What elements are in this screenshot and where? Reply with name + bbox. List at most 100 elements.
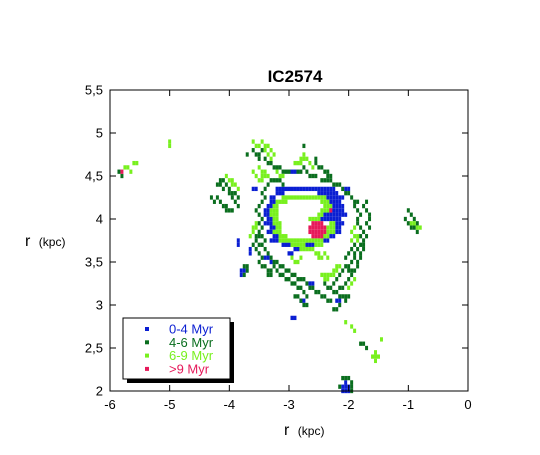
data-point-2-152 [350,238,354,243]
data-point-0-101 [296,246,300,252]
data-point-1-144 [254,238,258,243]
data-point-0-72 [329,216,333,222]
data-point-1-221 [347,375,351,381]
data-point-1-146 [254,234,258,239]
data-point-2-109 [266,143,270,149]
data-point-3-20 [120,169,124,174]
data-point-2-142 [311,165,315,170]
data-point-3-8 [320,225,324,230]
data-point-2-37 [320,212,324,217]
data-point-2-175 [168,143,172,149]
data-point-2-132 [230,182,234,187]
data-point-2-78 [314,238,318,243]
data-point-2-122 [278,173,282,179]
data-point-2-22 [272,203,276,209]
data-point-0-110 [266,255,270,260]
data-point-0-22 [281,191,285,196]
data-point-0-36 [338,195,342,200]
data-point-1-5 [257,156,261,161]
data-point-3-21 [329,208,333,213]
data-point-1-84 [290,281,294,286]
data-point-2-46 [278,221,282,226]
data-point-1-209 [293,294,297,299]
data-point-0-23 [317,191,321,196]
data-point-3-11 [311,229,315,235]
data-point-0-107 [323,238,327,243]
data-point-1-159 [233,199,237,204]
data-point-0-11 [308,186,312,192]
data-point-1-75 [323,294,327,299]
data-point-1-19 [308,173,312,179]
data-point-1-139 [269,268,273,273]
data-point-1-93 [341,285,345,290]
data-point-1-189 [245,264,249,269]
data-point-1-127 [353,251,357,256]
x-axis-label-symbol: r [284,422,290,439]
data-point-2-133 [236,186,240,192]
data-point-3-6 [314,225,318,230]
data-point-0-6 [293,186,297,192]
data-point-1-98 [356,264,360,269]
data-point-2-73 [299,238,303,243]
data-point-2-41 [311,216,315,222]
data-point-1-219 [341,375,345,381]
data-point-1-53 [263,238,267,243]
data-point-1-184 [368,216,372,222]
data-point-1-58 [272,259,276,265]
data-point-1-207 [335,307,339,312]
data-point-2-8 [305,195,309,200]
data-point-1-203 [344,294,348,299]
y-tick-label-6: 5 [96,126,103,141]
data-point-2-12 [317,195,321,200]
data-point-0-5 [290,186,294,192]
data-point-2-77 [311,238,315,243]
data-point-0-93 [332,234,336,239]
data-point-2-111 [269,148,273,153]
data-point-1-131 [347,268,351,273]
data-point-1-150 [221,178,225,183]
data-point-0-61 [329,212,333,217]
data-point-1-168 [224,208,228,213]
data-point-2-80 [320,238,324,243]
data-point-1-140 [266,272,270,278]
data-point-1-169 [227,208,231,213]
data-point-0-86 [266,229,270,235]
data-point-1-212 [302,302,306,308]
data-point-1-47 [257,212,261,217]
data-point-2-93 [311,246,315,252]
data-point-1-71 [311,285,315,290]
data-point-1-30 [344,191,348,196]
data-point-0-24 [320,191,324,196]
legend-label-1: 4-6 Myr [169,335,214,350]
data-point-2-51 [326,225,330,230]
data-point-0-38 [269,199,273,204]
data-point-0-132 [293,315,297,321]
data-point-0-16 [323,186,327,192]
data-point-2-94 [314,251,318,256]
data-point-1-191 [242,272,246,278]
data-point-1-190 [245,268,249,273]
data-point-0-120 [248,246,252,252]
data-point-1-165 [218,199,222,204]
data-point-1-110 [359,212,363,217]
data-point-0-78 [269,221,273,226]
data-point-2-106 [257,143,261,149]
data-point-2-90 [302,246,306,252]
data-point-2-30 [320,208,324,213]
data-point-2-131 [233,182,237,187]
data-point-2-107 [260,139,264,144]
data-point-2-162 [323,272,327,278]
data-point-0-49 [341,203,345,209]
y-tick-label-5: 4,5 [85,169,103,184]
data-point-2-145 [254,225,258,230]
data-point-0-122 [239,268,243,273]
data-point-2-158 [329,272,333,278]
data-point-1-31 [347,191,351,196]
data-point-1-174 [415,221,419,226]
data-point-1-42 [260,191,264,196]
data-point-2-169 [123,165,127,170]
data-point-2-173 [132,160,136,166]
x-tick-label-6: 0 [464,397,471,412]
data-point-1-103 [362,242,366,247]
data-point-0-111 [269,259,273,265]
